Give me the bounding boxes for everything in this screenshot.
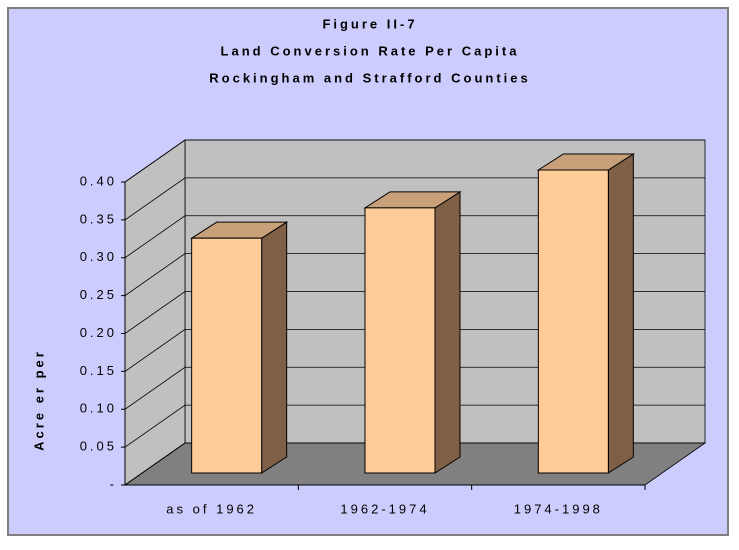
x-tick-label: 1974-1998 — [514, 501, 603, 516]
y-tick-label: 0.20 — [80, 325, 117, 340]
y-tick-label: 0.35 — [80, 211, 117, 226]
chart-title: Rockingham and Strafford Counties — [209, 70, 530, 85]
y-tick-label: 0.10 — [80, 401, 117, 416]
grid-line — [124, 366, 705, 410]
grid-line — [124, 404, 705, 448]
grid-line — [124, 139, 705, 183]
bar-side — [607, 153, 634, 474]
chart-title: Figure II-7 — [322, 16, 417, 31]
y-tick-label: 0.05 — [80, 439, 117, 454]
x-tick-label: as of 1962 — [166, 501, 257, 516]
chart-title: Land Conversion Rate Per Capita — [221, 43, 520, 58]
bar — [364, 207, 436, 474]
y-tick-label: 0.15 — [80, 363, 117, 378]
grid-line — [124, 442, 705, 486]
y-axis-label: Acre er per — [31, 349, 46, 451]
grid-line — [124, 328, 705, 372]
x-tick-label: 1962-1974 — [340, 501, 429, 516]
grid-line — [124, 177, 705, 221]
bar-side — [261, 221, 288, 474]
bar — [537, 169, 609, 474]
grid-line — [124, 253, 705, 296]
grid-line — [124, 291, 705, 334]
grid-line — [124, 215, 705, 259]
y-tick-label: 0.30 — [80, 249, 117, 264]
y-tick-label: 0.40 — [80, 173, 117, 188]
y-tick-label: 0.25 — [80, 287, 117, 302]
bar-side — [434, 190, 461, 474]
bar — [191, 237, 263, 474]
y-tick-label: - — [110, 476, 117, 491]
